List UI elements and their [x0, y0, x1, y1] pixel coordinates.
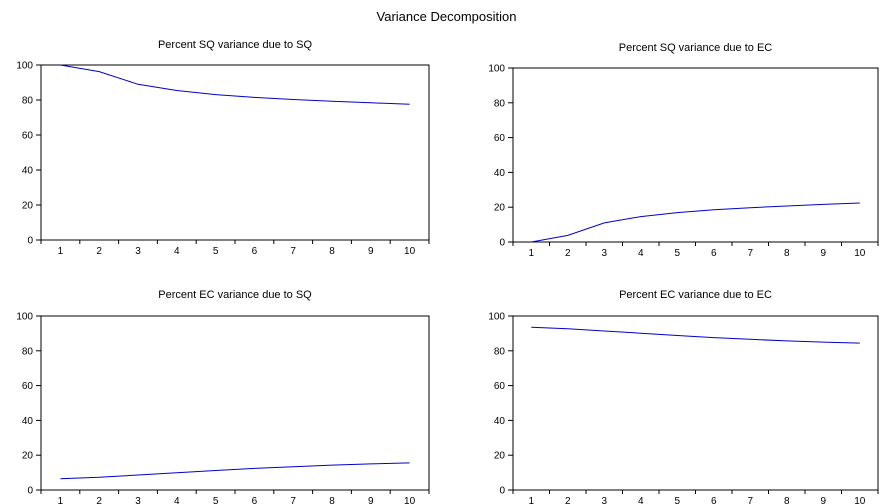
x-tick-label: 9: [820, 248, 826, 259]
y-tick-label: 40: [494, 168, 506, 179]
y-tick-label: 60: [22, 131, 34, 142]
x-tick-label: 6: [711, 248, 717, 259]
x-tick-label: 3: [135, 246, 141, 257]
x-tick-label: 8: [784, 248, 790, 259]
panel-title: Percent SQ variance due to SQ: [158, 39, 313, 51]
x-tick-label: 7: [747, 496, 753, 504]
x-tick-label: 7: [290, 246, 296, 257]
x-tick-label: 10: [854, 248, 866, 259]
y-tick-label: 80: [494, 98, 506, 109]
series-line: [60, 462, 410, 480]
x-tick-label: 6: [252, 496, 258, 504]
series-line: [60, 64, 410, 105]
y-tick-label: 100: [16, 312, 33, 323]
x-tick-label: 1: [528, 248, 534, 259]
x-tick-label: 5: [213, 246, 219, 257]
y-tick-label: 20: [494, 451, 506, 462]
y-tick-label: 40: [22, 166, 34, 177]
y-tick-label: 0: [499, 238, 505, 249]
x-tick-label: 5: [674, 248, 680, 259]
x-tick-label: 9: [820, 496, 826, 504]
x-tick-label: 4: [638, 496, 644, 504]
y-tick-label: 60: [494, 381, 506, 392]
x-tick-label: 6: [252, 246, 258, 257]
x-tick-label: 2: [96, 246, 102, 257]
y-tick-label: 60: [22, 381, 34, 392]
y-tick-label: 80: [22, 96, 34, 107]
x-tick-label: 4: [174, 496, 180, 504]
y-tick-label: 80: [494, 346, 506, 357]
y-tick-label: 20: [22, 201, 34, 212]
x-tick-label: 2: [565, 248, 571, 259]
x-tick-label: 8: [329, 246, 335, 257]
x-tick-label: 3: [135, 496, 141, 504]
x-tick-label: 9: [368, 496, 374, 504]
y-tick-label: 0: [499, 486, 505, 497]
x-tick-label: 2: [96, 496, 102, 504]
x-tick-label: 8: [329, 496, 335, 504]
x-tick-label: 3: [601, 496, 607, 504]
x-tick-label: 1: [58, 246, 64, 257]
x-tick-label: 10: [404, 496, 416, 504]
y-tick-label: 80: [22, 346, 34, 357]
panel-title: Percent SQ variance due to EC: [619, 42, 773, 54]
x-tick-label: 5: [674, 496, 680, 504]
x-tick-label: 2: [565, 496, 571, 504]
x-tick-label: 8: [784, 496, 790, 504]
plot-frame: [40, 64, 430, 241]
y-tick-label: 100: [488, 312, 505, 323]
x-tick-label: 3: [601, 248, 607, 259]
y-tick-label: 20: [22, 451, 34, 462]
y-tick-label: 100: [16, 61, 33, 72]
x-tick-label: 1: [528, 496, 534, 504]
panel-title: Percent EC variance due to SQ: [158, 289, 312, 301]
y-tick-label: 60: [494, 133, 506, 144]
y-tick-label: 40: [494, 416, 506, 427]
x-tick-label: 4: [174, 246, 180, 257]
y-tick-label: 0: [27, 236, 33, 247]
x-tick-label: 7: [290, 496, 296, 504]
panel-title: Percent EC variance due to EC: [619, 289, 772, 301]
y-tick-label: 0: [27, 486, 33, 497]
y-tick-label: 40: [22, 416, 34, 427]
y-tick-label: 100: [488, 64, 505, 75]
x-tick-label: 10: [854, 496, 866, 504]
x-tick-label: 1: [58, 496, 64, 504]
x-tick-label: 4: [638, 248, 644, 259]
series-line: [531, 202, 860, 243]
x-tick-label: 7: [747, 248, 753, 259]
plot-frame: [512, 67, 879, 243]
x-tick-label: 5: [213, 496, 219, 504]
x-tick-label: 10: [404, 246, 416, 257]
x-tick-label: 6: [711, 496, 717, 504]
x-tick-label: 9: [368, 246, 374, 257]
series-line: [531, 326, 860, 344]
y-tick-label: 20: [494, 203, 506, 214]
figure-title: Variance Decomposition: [376, 9, 517, 24]
